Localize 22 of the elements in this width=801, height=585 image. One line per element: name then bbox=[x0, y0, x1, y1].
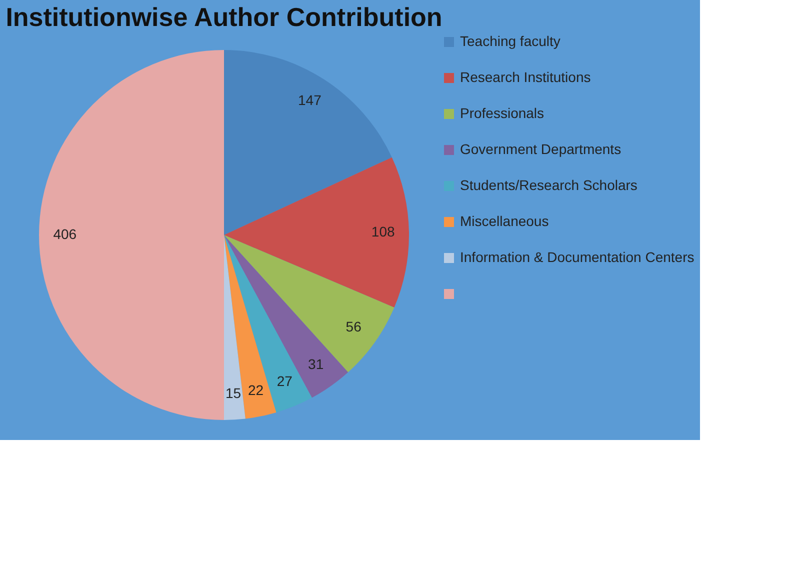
data-label: 56 bbox=[346, 318, 362, 334]
data-label: 147 bbox=[298, 92, 322, 108]
pie-slice bbox=[224, 235, 276, 419]
legend-label: Government Departments bbox=[460, 141, 622, 157]
legend-label: Information & Documentation Centers bbox=[460, 249, 694, 265]
legend-label: Professionals bbox=[460, 105, 544, 121]
data-label: 31 bbox=[308, 356, 324, 372]
data-label: 22 bbox=[248, 382, 264, 398]
legend-label: Research Institutions bbox=[460, 69, 591, 85]
pie-slice bbox=[224, 157, 409, 308]
data-label: 108 bbox=[371, 224, 395, 240]
legend-label: Teaching faculty bbox=[460, 33, 560, 49]
legend-label: Miscellaneous bbox=[460, 213, 549, 229]
pie-slice bbox=[39, 50, 224, 420]
pie-slice bbox=[224, 235, 394, 372]
chart-title: Institutionwise Author Contribution bbox=[6, 2, 442, 32]
legend-label: Students/Research Scholars bbox=[460, 177, 638, 193]
data-label: 27 bbox=[276, 373, 293, 390]
pie-slice bbox=[224, 235, 246, 420]
data-label: 15 bbox=[225, 384, 242, 401]
pie-slice bbox=[224, 235, 348, 398]
data-label: 406 bbox=[53, 226, 77, 242]
